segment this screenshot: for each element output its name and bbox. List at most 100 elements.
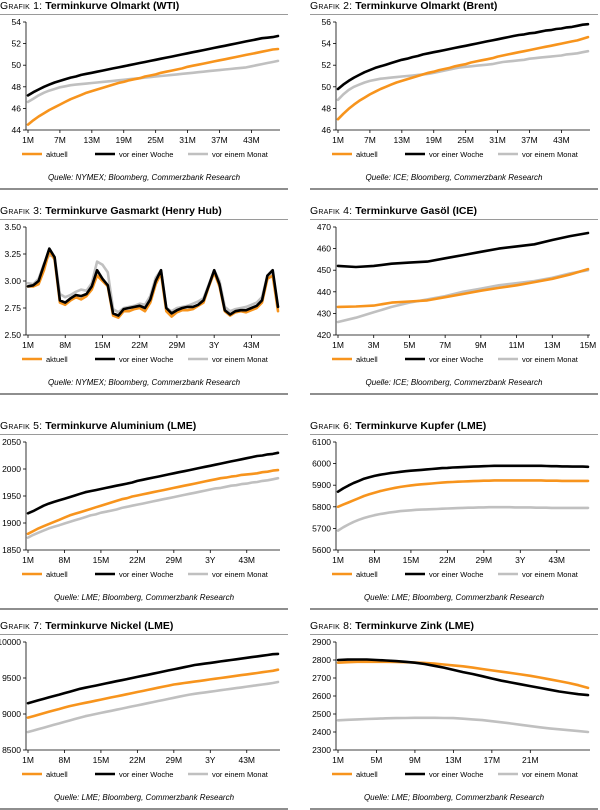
y-tick-label: 2400: [312, 727, 331, 737]
x-tick-label: 43M: [243, 340, 260, 350]
legend-label-aktuell: aktuell: [356, 570, 378, 579]
chart-svg: 5600 5700 5800 5900 6000 6100 1M 8M 15M 22M 29M 3Y 4…: [312, 437, 590, 579]
x-tick-label: 8M: [59, 755, 71, 765]
x-tick-label: 13M: [544, 340, 561, 350]
legend-label-woche: vor einer Woche: [429, 355, 483, 364]
x-tick-label: 8M: [59, 555, 71, 565]
x-tick-label: 1M: [22, 755, 34, 765]
x-tick-label: 1M: [22, 135, 34, 145]
legend-label-aktuell: aktuell: [356, 770, 378, 779]
chart-svg: 46 48 50 52 54 56 1M 7M 13M 19M 25M 31M 37M 43M aktuel…: [322, 17, 590, 159]
x-tick-label: 19M: [425, 135, 442, 145]
series-line-woche: [336, 231, 590, 269]
x-tick-label: 22M: [131, 340, 148, 350]
grafik-label: Grafik 2:: [310, 0, 353, 12]
x-tick-label: 3Y: [515, 555, 526, 565]
chart-svg: 8500 9000 9500 10000 1M 8M 15M 22M 29M 3Y 43M aktue…: [0, 637, 280, 779]
chart-title-text: Terminkurve Zink (LME): [355, 620, 475, 632]
x-tick-label: 22M: [439, 555, 456, 565]
chart-title-text: Terminkurve Aluminium (LME): [45, 420, 197, 432]
y-tick-label: 2000: [2, 464, 21, 474]
grafik-label: Grafik 4:: [310, 205, 353, 217]
x-tick-label: 29M: [166, 755, 183, 765]
x-tick-label: 1M: [332, 135, 344, 145]
series-line-woche: [26, 451, 280, 515]
x-tick-label: 43M: [548, 555, 565, 565]
x-tick-label: 1M: [22, 340, 34, 350]
x-tick-label: 7M: [364, 135, 376, 145]
y-tick-label: 2050: [2, 437, 21, 447]
x-tick-label: 19M: [115, 135, 132, 145]
x-tick-label: 43M: [243, 135, 260, 145]
x-tick-label: 29M: [169, 340, 186, 350]
legend-label-woche: vor einer Woche: [119, 150, 173, 159]
source-note: Quelle: NYMEX; Bloomberg, Commerzbank Re…: [47, 173, 241, 182]
y-tick-label: 9000: [2, 709, 21, 719]
chart-title: Grafik 1: Terminkurve Olmarkt (WTI): [0, 0, 179, 12]
bottom-rule: [0, 188, 288, 190]
y-tick-label: 2600: [312, 691, 331, 701]
y-tick-label: 1900: [2, 518, 21, 528]
y-tick-label: 440: [317, 287, 331, 297]
y-tick-label: 5900: [312, 480, 331, 490]
legend-label-aktuell: aktuell: [356, 355, 378, 364]
series-line-aktuell: [336, 35, 590, 121]
title-rule: [310, 219, 598, 220]
x-tick-label: 21M: [522, 755, 539, 765]
chart-panel-6: Grafik 6: Terminkurve Kupfer (LME) Quelle…: [310, 420, 598, 610]
source-note: Quelle: ICE; Bloomberg, Commerzbank Rese…: [365, 173, 543, 182]
x-tick-label: 15M: [93, 555, 110, 565]
series-line-monat: [26, 476, 280, 539]
y-tick-label: 48: [12, 82, 22, 92]
y-tick-label: 1850: [2, 545, 21, 555]
y-tick-label: 54: [322, 39, 332, 49]
y-tick-label: 52: [322, 60, 332, 70]
legend-label-aktuell: aktuell: [46, 770, 68, 779]
title-rule: [0, 434, 288, 435]
y-tick-label: 3.50: [4, 222, 21, 232]
chart-panel-4: Grafik 4: Terminkurve Gasöl (ICE) Quelle:…: [310, 205, 598, 395]
series-line-aktuell: [336, 267, 590, 309]
chart-svg: 1850 1900 1950 2000 2050 1M 8M 15M 22M 29M 3Y 43M ak…: [2, 437, 280, 579]
series-line-aktuell: [26, 47, 280, 126]
x-tick-label: 9M: [409, 755, 421, 765]
chart-title: Grafik 7: Terminkurve Nickel (LME): [0, 620, 173, 632]
y-tick-label: 2.50: [4, 330, 21, 340]
x-tick-label: 15M: [580, 340, 597, 350]
bottom-rule: [310, 393, 598, 395]
source-note: Quelle: LME; Bloomberg, Commerzbank Rese…: [53, 793, 235, 802]
x-tick-label: 25M: [147, 135, 164, 145]
x-tick-label: 25M: [457, 135, 474, 145]
chart-panel-5: Grafik 5: Terminkurve Aluminium (LME) Que…: [0, 420, 288, 610]
chart-title-text: Terminkurve Olmarkt (Brent): [355, 0, 498, 12]
chart-title: Grafik 4: Terminkurve Gasöl (ICE): [310, 205, 477, 217]
y-tick-label: 52: [12, 39, 22, 49]
x-tick-label: 15M: [403, 555, 420, 565]
chart-panel-2: Grafik 2: Terminkurve Olmarkt (Brent) Que…: [310, 0, 598, 190]
y-tick-label: 2500: [312, 709, 331, 719]
chart-svg: 420 430 440 450 460 470 1M 3M 5M 7M 9M 11M 13M 15M akt…: [317, 222, 597, 364]
y-tick-label: 2300: [312, 745, 331, 755]
chart-title-text: Terminkurve Nickel (LME): [45, 620, 174, 632]
x-tick-label: 5M: [371, 755, 383, 765]
y-tick-label: 2700: [312, 673, 331, 683]
chart-svg: 44 46 48 50 52 54 1M 7M 13M 19M 25M 31M 37M 43M aktuel…: [12, 17, 280, 159]
title-rule: [310, 634, 598, 635]
y-tick-label: 3.00: [4, 276, 21, 286]
source-note: Quelle: LME; Bloomberg, Commerzbank Rese…: [53, 593, 235, 602]
grafik-label: Grafik 8:: [310, 620, 353, 632]
x-tick-label: 13M: [84, 135, 101, 145]
series-line-woche: [336, 464, 590, 494]
x-tick-label: 7M: [439, 340, 451, 350]
x-tick-label: 11M: [509, 340, 525, 350]
legend-label-woche: vor einer Woche: [429, 150, 483, 159]
y-tick-label: 56: [322, 17, 332, 27]
chart-title-text: Terminkurve Gasöl (ICE): [355, 205, 477, 217]
x-tick-label: 9M: [475, 340, 487, 350]
y-tick-label: 50: [12, 60, 22, 70]
x-tick-label: 3Y: [205, 555, 216, 565]
legend-label-woche: vor einer Woche: [429, 570, 483, 579]
y-tick-label: 46: [12, 103, 22, 113]
legend-label-aktuell: aktuell: [356, 150, 378, 159]
y-tick-label: 6100: [312, 437, 331, 447]
